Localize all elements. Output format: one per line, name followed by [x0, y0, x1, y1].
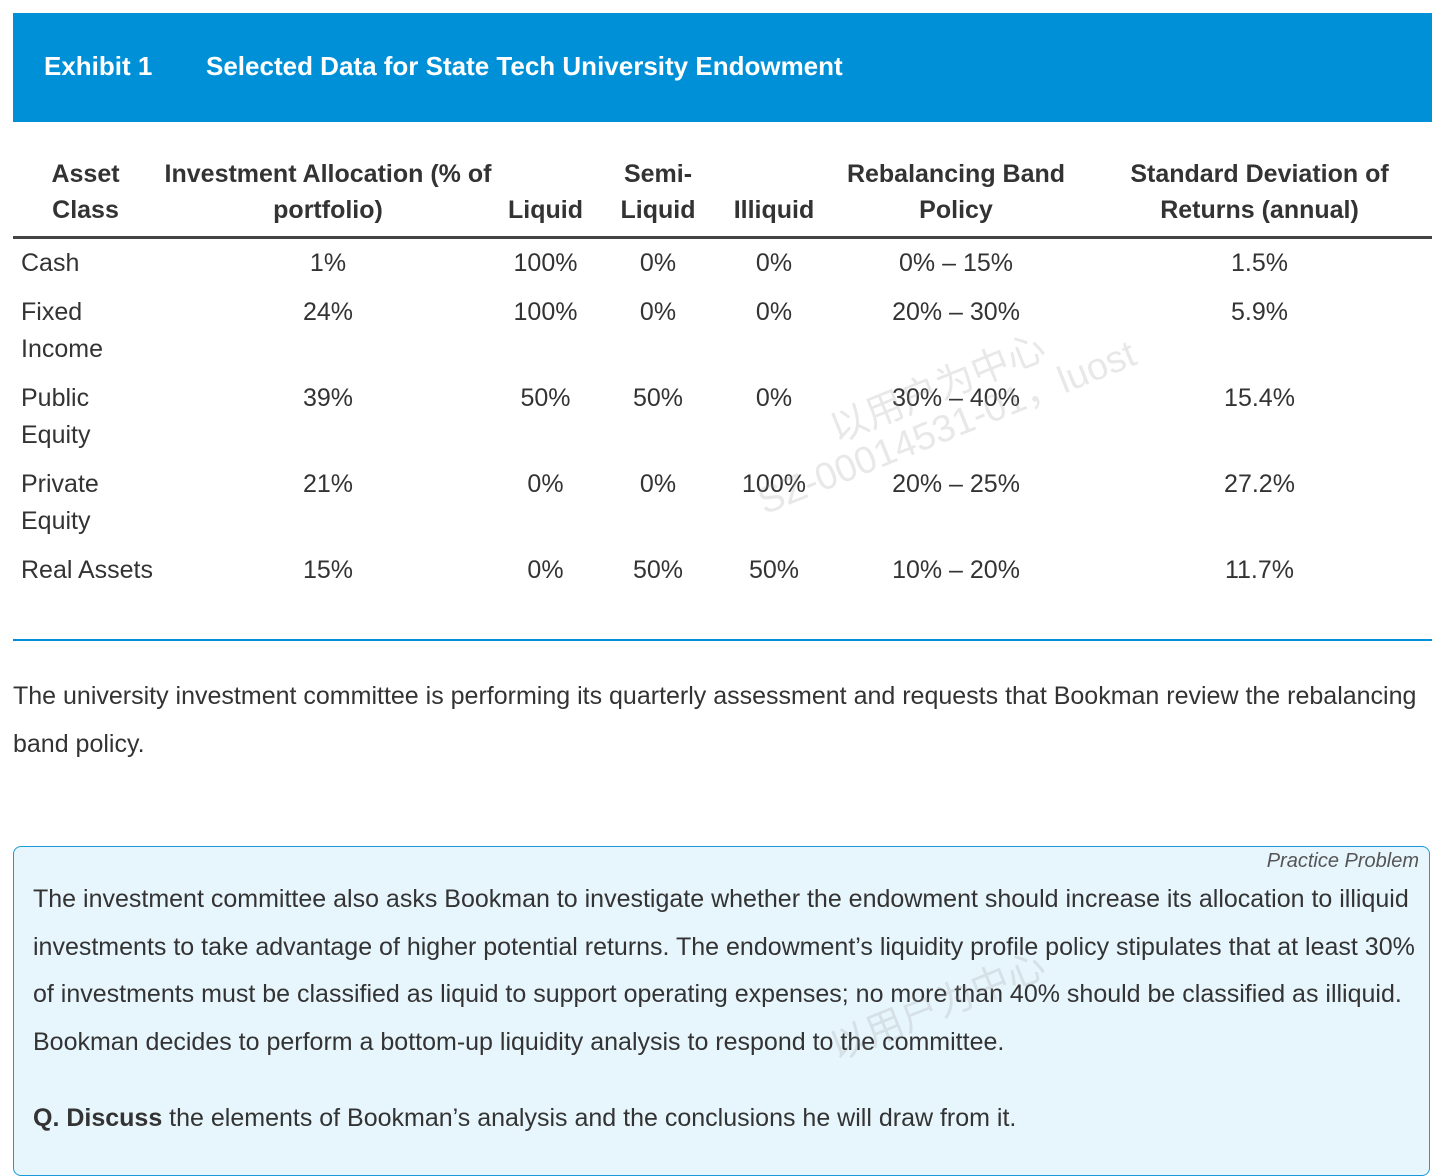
cell-asset-class: Cash [21, 249, 80, 277]
exhibit-banner: Exhibit 1 Selected Data for State Tech U… [13, 13, 1432, 122]
cell-semi-liquid: 50% [632, 384, 684, 412]
table-row: Fixed Income 24% 100% 0% 0% 20% – 30% 5.… [13, 288, 1432, 374]
cell-semi-liquid: 50% [632, 556, 684, 584]
cell-liquid: 100% [513, 249, 578, 277]
cell-allocation: 21% [302, 470, 354, 498]
cell-illiquid: 0% [755, 298, 793, 326]
col-header-allocation: Investment Allocation (% of portfolio) [158, 150, 498, 239]
col-header-illiquid: Illiquid [723, 150, 825, 239]
table-row: Real Assets 15% 0% 50% 50% 10% – 20% 11.… [13, 546, 1432, 595]
cell-liquid: 100% [513, 298, 578, 326]
question-prefix: Q. Discuss [33, 1104, 163, 1132]
practice-problem-text: The investment committee also asks Bookm… [33, 885, 1415, 1056]
cell-semi-liquid: 0% [639, 249, 677, 277]
cell-rebalancing: 0% – 15% [899, 249, 1013, 277]
intro-paragraph: The university investment committee is p… [13, 682, 1417, 758]
cell-allocation: 15% [302, 556, 354, 584]
cell-liquid: 50% [520, 384, 571, 412]
col-header-liquid: Liquid [498, 150, 593, 239]
cell-std-dev: 15.4% [1224, 384, 1295, 412]
table-header-row: Asset Class Investment Allocation (% of … [13, 150, 1432, 239]
col-header-std-dev: Standard Deviation of Returns (annual) [1087, 150, 1432, 239]
cell-asset-class: Fixed Income [21, 298, 103, 363]
table-row: Cash 1% 100% 0% 0% 0% – 15% 1.5% [13, 238, 1432, 289]
table-row: Private Equity 21% 0% 0% 100% 20% – 25% … [13, 460, 1432, 546]
exhibit-title: Selected Data for State Tech University … [206, 51, 843, 81]
cell-rebalancing: 20% – 25% [892, 470, 1020, 498]
cell-semi-liquid: 0% [639, 470, 677, 498]
cell-illiquid: 0% [755, 384, 793, 412]
col-header-rebalancing: Rebalancing Band Policy [825, 150, 1087, 239]
col-header-asset-class: Asset Class [13, 150, 158, 239]
cell-asset-class: Real Assets [21, 556, 154, 584]
cell-liquid: 0% [527, 470, 564, 498]
question-rest: the elements of Bookman’s analysis and t… [162, 1104, 1017, 1132]
cell-std-dev: 1.5% [1231, 249, 1288, 277]
cell-asset-class: Private Equity [21, 470, 99, 535]
cell-illiquid: 100% [742, 470, 806, 498]
table-bottom-divider [13, 639, 1432, 641]
cell-illiquid: 0% [755, 249, 793, 277]
cell-rebalancing: 30% – 40% [892, 384, 1020, 412]
cell-liquid: 0% [527, 556, 564, 584]
cell-allocation: 1% [309, 249, 347, 277]
cell-semi-liquid: 0% [639, 298, 677, 326]
practice-problem-tag: Practice Problem [1266, 850, 1419, 872]
cell-std-dev: 11.7% [1224, 556, 1295, 584]
cell-std-dev: 27.2% [1224, 470, 1295, 498]
cell-illiquid: 50% [748, 556, 800, 584]
endowment-table: Asset Class Investment Allocation (% of … [13, 150, 1432, 595]
col-header-semi-liquid: Semi-Liquid [593, 150, 723, 239]
table-row: Public Equity 39% 50% 50% 0% 30% – 40% 1… [13, 374, 1432, 460]
cell-rebalancing: 10% – 20% [892, 556, 1020, 584]
cell-allocation: 24% [302, 298, 354, 326]
question-text: Q. Discuss the elements of Bookman’s ana… [33, 1098, 1418, 1138]
practice-problem-box: Practice Problem The investment committe… [13, 846, 1430, 1176]
cell-std-dev: 5.9% [1231, 298, 1288, 326]
cell-rebalancing: 20% – 30% [892, 298, 1020, 326]
exhibit-label: Exhibit 1 [44, 51, 153, 81]
cell-asset-class: Public Equity [21, 384, 91, 449]
cell-allocation: 39% [302, 384, 354, 412]
